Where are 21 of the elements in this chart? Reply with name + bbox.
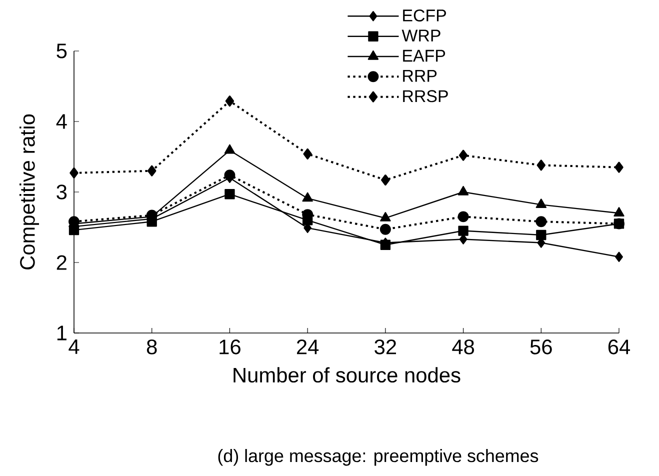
y-tick-label: 2 (56, 255, 66, 270)
x-tick-label: 48 (452, 340, 474, 354)
y-axis-title: Competitive ratio (20, 114, 40, 270)
legend-label: ECFP (403, 9, 446, 22)
x-tick-label: 32 (374, 340, 396, 354)
x-tick-label: 64 (608, 340, 630, 354)
y-tick-label: 3 (56, 184, 67, 200)
x-tick-label: 8 (146, 340, 157, 354)
y-tick-label: 1 (57, 326, 66, 340)
x-tick-label: 4 (68, 340, 80, 354)
legend-label: WRP (402, 30, 440, 42)
legend-label: EAFP (403, 50, 446, 62)
y-tick-label: 4 (56, 114, 67, 129)
x-axis-title: Number of source nodes (234, 367, 460, 383)
legend-label: RRP (403, 70, 437, 82)
y-tick-label: 5 (56, 44, 67, 58)
x-tick-label: 16 (220, 340, 240, 354)
legend-label: RRSP (403, 90, 448, 102)
x-tick-label: 56 (530, 340, 552, 354)
x-tick-label: 24 (296, 340, 319, 354)
text: (d) large message: preemptive schemes (218, 449, 538, 466)
